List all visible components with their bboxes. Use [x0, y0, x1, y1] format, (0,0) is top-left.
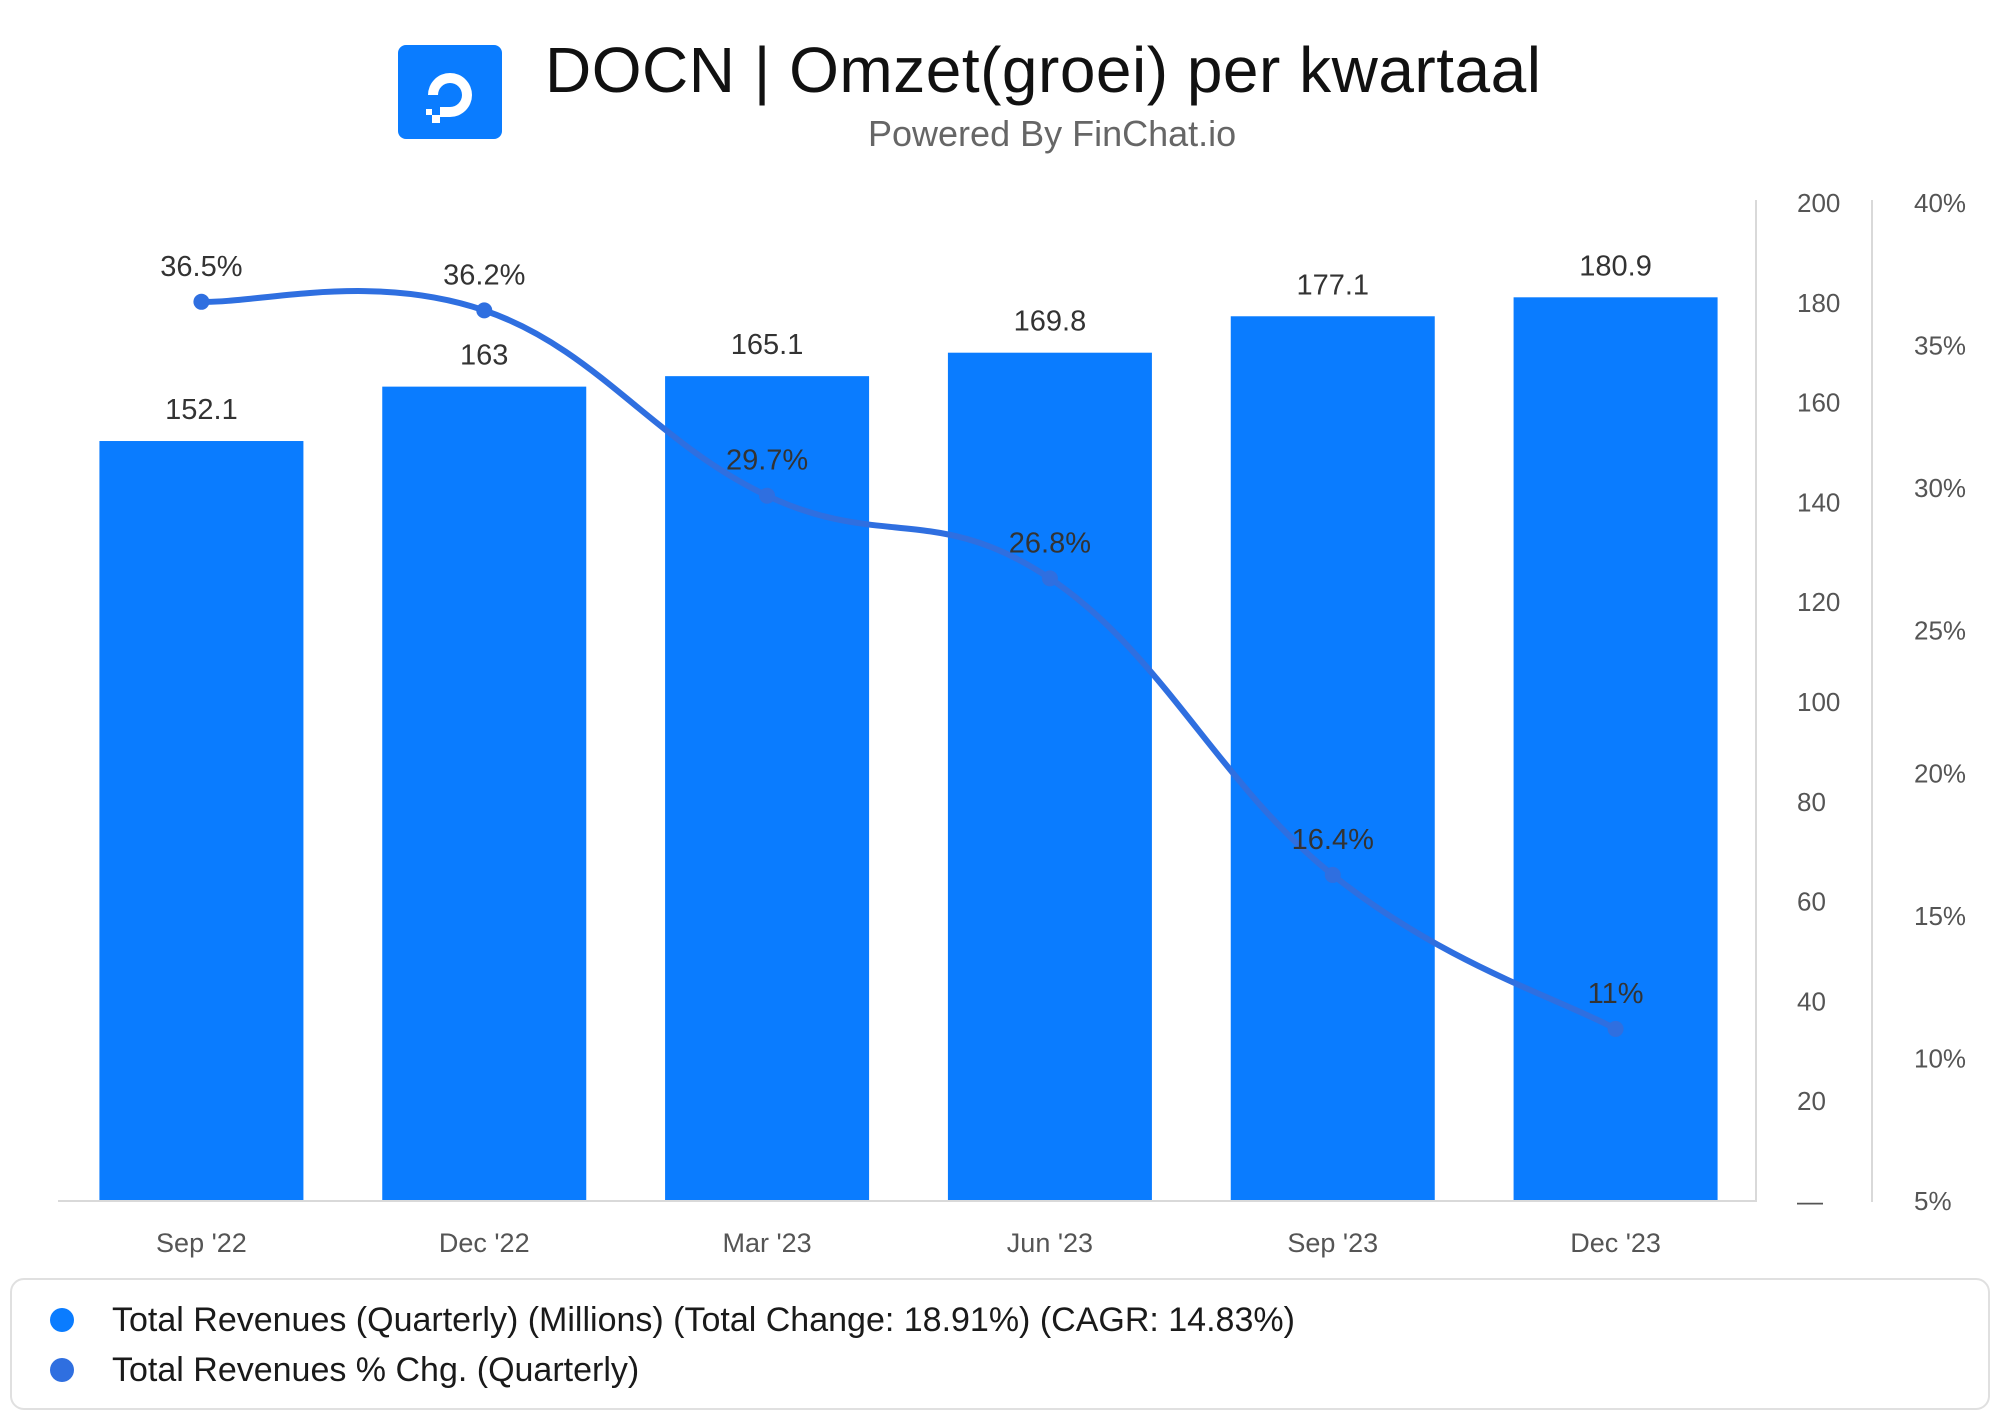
- left-axis-tick-label: 140: [1797, 487, 1840, 517]
- left-axis-tick-label: 160: [1797, 388, 1840, 418]
- bar-value-label: 152.1: [165, 394, 238, 426]
- x-tick-label: Dec '22: [439, 1228, 530, 1258]
- right-axis-tick-label: 40%: [1914, 188, 1966, 218]
- bar-4: [1230, 316, 1435, 1200]
- right-axis-tick-label: 5%: [1914, 1186, 1952, 1216]
- x-tick-label: Sep '22: [156, 1228, 247, 1258]
- left-axis-tick-label: 180: [1797, 288, 1840, 318]
- pct-change-point: [1324, 866, 1341, 883]
- chart-title: DOCN | Omzet(groei) per kwartaal: [545, 34, 1542, 106]
- pct-change-label: 11%: [1588, 978, 1644, 1010]
- pct-change-line: [198, 288, 1619, 1032]
- bar-3: [947, 352, 1152, 1200]
- bar-2: [665, 376, 870, 1200]
- bar-5: [1513, 297, 1718, 1201]
- left-axis-tick-label: 200: [1797, 188, 1840, 218]
- pct-change-label: 36.5%: [160, 251, 242, 283]
- legend-label: Total Revenues % Chg. (Quarterly): [112, 1350, 640, 1389]
- right-axis-tick-label: 35%: [1914, 331, 1966, 361]
- combo-chart: 152.1 163 165.1 169.8 177.1 180.9 Sep '22 Dec '…: [58, 188, 1966, 1258]
- left-axis-tick-label: 120: [1797, 587, 1840, 617]
- pct-change-point: [759, 487, 776, 504]
- legend-item-revenues[interactable]: Total Revenues (Quarterly) (Millions) (T…: [50, 1298, 1295, 1342]
- bar-0: [99, 441, 304, 1200]
- legend-marker-icon: [50, 1358, 74, 1382]
- left-axis-tick-label: 40: [1797, 986, 1826, 1016]
- pct-change-label: 29.7%: [726, 445, 808, 477]
- legend-label: Total Revenues (Quarterly) (Millions) (T…: [112, 1300, 1295, 1339]
- left-axis-tick-label: 80: [1797, 787, 1826, 817]
- bar-1: [382, 386, 587, 1200]
- chart-subtitle: Powered By FinChat.io: [868, 113, 1237, 154]
- left-axis-tick-label: 100: [1797, 687, 1840, 717]
- pct-change-label: 36.2%: [443, 259, 525, 291]
- legend-marker-icon: [50, 1308, 74, 1332]
- right-axis-tick-label: 25%: [1914, 616, 1966, 646]
- right-axis-tick-label: 15%: [1914, 901, 1966, 931]
- right-axis-tick-label: 10%: [1914, 1043, 1966, 1073]
- pct-change-label: 16.4%: [1292, 824, 1374, 856]
- bar-value-label: 177.1: [1296, 269, 1369, 301]
- pct-change-point: [193, 293, 210, 310]
- right-axis-tick-label: 20%: [1914, 758, 1966, 788]
- pct-change-point: [476, 302, 493, 319]
- chart-header: DOCN | Omzet(groei) per kwartaal Powered…: [0, 0, 2000, 170]
- x-tick-label: Dec '23: [1570, 1228, 1661, 1258]
- x-tick-label: Jun '23: [1007, 1228, 1093, 1258]
- pct-change-point: [1041, 570, 1058, 587]
- right-axis-tick-label: 30%: [1914, 473, 1966, 503]
- x-tick-label: Mar '23: [722, 1228, 811, 1258]
- legend-item-pct-change[interactable]: Total Revenues % Chg. (Quarterly): [50, 1348, 639, 1392]
- chart-legend: Total Revenues (Quarterly) (Millions) (T…: [10, 1278, 1990, 1410]
- bar-value-label: 180.9: [1579, 250, 1652, 282]
- pct-change-point: [1607, 1020, 1624, 1037]
- pct-change-label: 26.8%: [1009, 527, 1091, 559]
- x-tick-label: Sep '23: [1287, 1228, 1378, 1258]
- digitalocean-logo-icon: [398, 45, 502, 139]
- bar-value-label: 165.1: [731, 329, 804, 361]
- left-axis-tick-label: —: [1797, 1186, 1823, 1216]
- left-axis-tick-label: 60: [1797, 887, 1826, 917]
- bar-value-label: 163: [460, 340, 508, 372]
- left-axis-tick-label: 20: [1797, 1086, 1826, 1116]
- bar-value-label: 169.8: [1014, 306, 1087, 338]
